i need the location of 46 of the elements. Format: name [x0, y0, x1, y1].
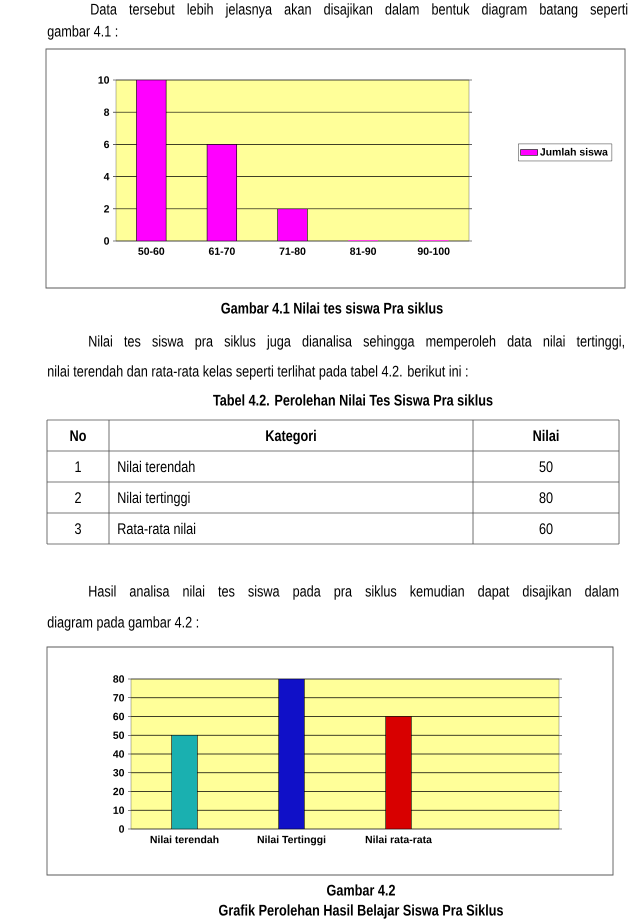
text: Gambar 4.1 Nilai tes siswa Pra siklus [221, 302, 443, 314]
text: Tabel 4.2. Perolehan Nilai Tes Siswa Pra siklus [213, 394, 493, 406]
x-tick-label: 50-60 [138, 248, 164, 255]
text: Nilai tertinggi [118, 492, 190, 506]
text: Gambar 4.2 [327, 884, 395, 896]
legend-label: Jumlah siswa [540, 148, 608, 156]
text: gambar 4.1 : [48, 25, 118, 40]
x-tick-label: 61-70 [208, 248, 235, 255]
y-tick-label: 2 [104, 205, 110, 212]
text: 2 [75, 492, 81, 503]
text: nilai terendah dan rata-rata kelas seperti terlihat pada tabel 4.2. berikut ini : [48, 365, 468, 380]
text: 3 [74, 523, 81, 534]
text: No [70, 430, 86, 442]
text: Data tersebut lebih jelasnya akan disajikan dalam bentuk diagram batang seperti [91, 3, 628, 18]
y-tick-label: 30 [113, 769, 124, 776]
x-tick-label: 90-100 [418, 248, 450, 255]
y-tick-label: 10 [114, 806, 124, 814]
y-tick-label: 80 [113, 675, 124, 683]
y-tick-label: 8 [104, 108, 110, 116]
x-tick-label: Nilai terendah [150, 836, 218, 844]
y-tick-label: 20 [113, 788, 124, 796]
text: diagram pada gambar 4.2 : [48, 616, 198, 631]
y-tick-label: 0 [104, 237, 110, 245]
text: Nilai [533, 430, 558, 442]
text: 80 [540, 492, 553, 504]
text: Hasil analisa nilai tes siswa pada pra siklus kemudian dapat disajikan dalam [89, 585, 618, 600]
y-tick-label: 6 [104, 140, 110, 148]
text: 1 [75, 461, 81, 472]
y-tick-label: 40 [113, 750, 124, 758]
x-tick-label: 81-90 [350, 248, 376, 255]
y-tick-label: 10 [98, 76, 110, 84]
y-tick-label: 50 [113, 732, 124, 739]
y-tick-label: 4 [104, 173, 110, 180]
text: Nilai terendah [118, 460, 194, 472]
y-tick-label: 70 [113, 694, 124, 702]
text: Kategori [266, 430, 316, 444]
text: Grafik Perolehan Hasil Belajar Siswa Pra Siklus [218, 904, 503, 919]
text: Nilai tes siswa pra siklus juga dianalisa sehingga memperoleh data nilai tertinggi, [89, 335, 624, 350]
text: Rata-rata nilai [118, 522, 196, 534]
text: 50 [539, 461, 553, 472]
x-tick-label: Nilai Tertinggi [258, 836, 326, 846]
x-tick-label: Nilai rata-rata [366, 836, 432, 844]
text: 60 [540, 523, 553, 534]
y-tick-label: 60 [113, 712, 124, 720]
x-tick-label: 71-80 [280, 248, 306, 255]
y-tick-label: 0 [119, 825, 124, 833]
